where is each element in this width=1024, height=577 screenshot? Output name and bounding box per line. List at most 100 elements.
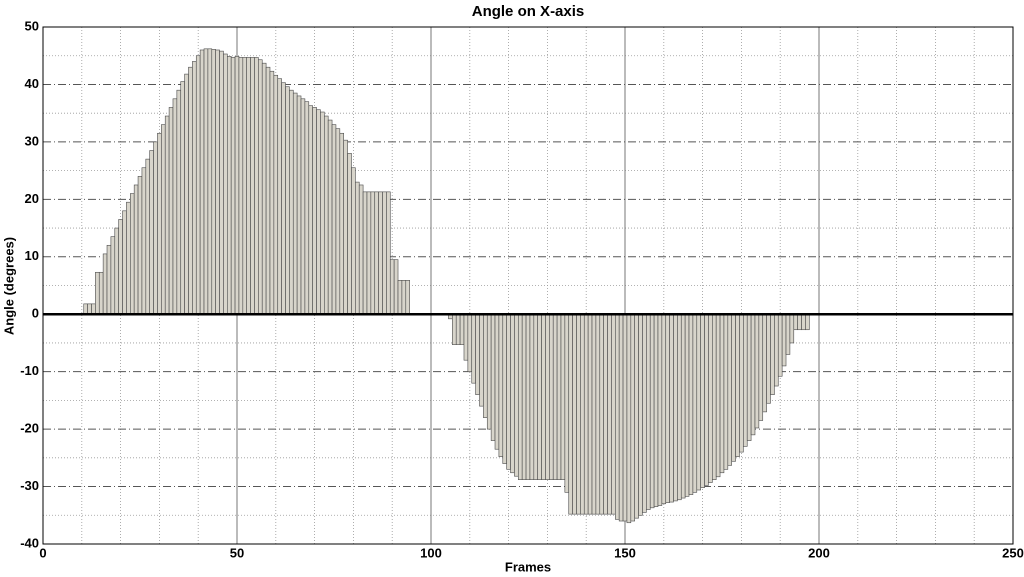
bar — [161, 124, 166, 315]
bar — [692, 313, 698, 493]
bar — [649, 313, 655, 509]
bar — [611, 313, 616, 515]
bar — [549, 313, 554, 480]
x-tick-label: 0 — [39, 545, 46, 560]
bar — [568, 313, 573, 515]
bar — [285, 86, 290, 315]
bar — [494, 313, 500, 450]
bar — [382, 191, 387, 315]
bar — [479, 313, 484, 407]
bar — [688, 313, 694, 495]
bar — [323, 115, 329, 315]
bar — [599, 313, 604, 515]
bar — [378, 191, 383, 315]
bar — [234, 55, 240, 315]
bar — [576, 313, 581, 515]
bar — [459, 313, 465, 345]
bar — [335, 128, 341, 315]
bar — [351, 167, 356, 315]
x-tick-label: 100 — [420, 545, 442, 560]
bar — [126, 201, 131, 315]
bar — [227, 55, 232, 315]
bar — [719, 313, 725, 474]
bar — [401, 280, 407, 315]
bar — [510, 313, 515, 474]
bar — [168, 107, 174, 315]
bar — [172, 98, 178, 315]
bar — [545, 313, 550, 480]
bar — [130, 193, 135, 315]
bar — [700, 313, 705, 489]
bar — [646, 313, 651, 510]
bar — [731, 313, 736, 462]
bar — [758, 313, 764, 421]
bar — [603, 313, 608, 515]
bar — [770, 313, 775, 395]
bar — [607, 313, 612, 515]
bar — [374, 191, 379, 315]
y-tick-label: -20 — [20, 421, 39, 436]
bar — [483, 313, 488, 418]
bar — [673, 313, 678, 502]
bar — [525, 313, 531, 480]
bar — [595, 313, 601, 515]
bar — [583, 313, 589, 515]
bar — [711, 313, 717, 480]
bar — [665, 313, 670, 503]
bar — [164, 115, 170, 315]
x-tick-label: 150 — [614, 545, 636, 560]
bar — [614, 313, 620, 520]
y-tick-label: 40 — [25, 76, 39, 91]
bar — [281, 82, 286, 315]
bar — [397, 280, 403, 315]
bar — [83, 303, 88, 315]
bar — [638, 313, 643, 516]
bar — [296, 95, 302, 315]
bar — [739, 313, 744, 453]
bar — [106, 244, 112, 315]
bar — [774, 313, 779, 387]
bar — [735, 313, 740, 457]
bar — [180, 81, 185, 315]
bar — [261, 62, 267, 315]
x-tick-label: 250 — [1002, 545, 1024, 560]
bar — [781, 313, 787, 367]
bar — [521, 313, 527, 480]
y-tick-label: 20 — [25, 191, 39, 206]
bar — [777, 313, 783, 377]
bar — [708, 313, 713, 483]
bar — [230, 57, 236, 315]
bar — [219, 50, 224, 315]
bar — [490, 313, 496, 441]
bar — [572, 313, 577, 515]
bar — [355, 181, 360, 315]
bar — [677, 313, 682, 501]
bar — [801, 313, 806, 331]
bar — [533, 313, 539, 480]
bar — [727, 313, 733, 466]
bar — [622, 313, 628, 522]
bar — [626, 313, 632, 524]
bar — [471, 313, 476, 384]
bar — [552, 313, 558, 480]
bar — [762, 313, 767, 413]
bar — [149, 150, 154, 315]
bar — [653, 313, 659, 507]
bar — [661, 313, 667, 505]
y-axis-label: Angle (degrees) — [1, 237, 16, 335]
bar — [560, 313, 566, 480]
bar — [331, 124, 337, 315]
bar — [98, 271, 104, 315]
y-tick-label: -30 — [20, 478, 39, 493]
bar — [203, 48, 209, 315]
bar — [133, 184, 139, 315]
bar — [455, 313, 461, 345]
bar — [102, 253, 108, 315]
x-axis-label: Frames — [505, 559, 551, 574]
bar — [785, 313, 791, 355]
bar — [157, 132, 162, 315]
bar — [250, 57, 255, 315]
bar — [618, 313, 624, 522]
bar — [339, 132, 345, 315]
